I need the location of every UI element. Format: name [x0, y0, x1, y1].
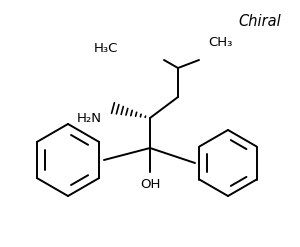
Text: H₂N: H₂N: [77, 111, 102, 124]
Text: Chiral: Chiral: [238, 14, 281, 29]
Text: OH: OH: [140, 178, 160, 190]
Text: H₃C: H₃C: [94, 41, 118, 55]
Text: CH₃: CH₃: [208, 36, 232, 48]
